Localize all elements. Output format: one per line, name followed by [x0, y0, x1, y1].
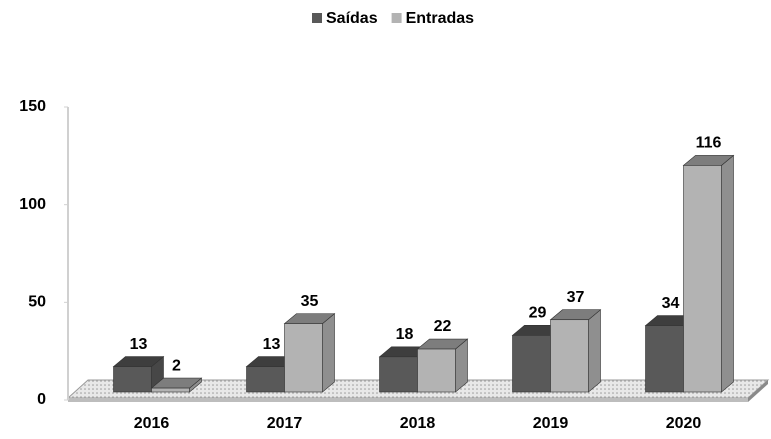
bar — [246, 366, 285, 393]
data-label: 13 — [130, 336, 148, 353]
bar — [151, 387, 190, 393]
bar — [512, 335, 551, 393]
y-tick-label: 50 — [28, 294, 46, 311]
bar-side — [721, 154, 734, 393]
legend-swatch — [391, 13, 402, 23]
bar-side — [588, 309, 601, 393]
data-label: 29 — [529, 305, 547, 322]
data-label: 37 — [567, 289, 585, 306]
y-tick-label: 150 — [19, 98, 46, 115]
legend-label: Entradas — [406, 10, 475, 27]
x-tick-label: 2018 — [400, 415, 436, 432]
data-label: 34 — [662, 295, 680, 312]
floor-edge — [68, 398, 748, 402]
x-tick-label: 2019 — [533, 415, 569, 432]
bar — [417, 348, 456, 393]
legend-label: Saídas — [326, 10, 378, 27]
x-tick-label: 2017 — [267, 415, 303, 432]
y-tick-label: 0 — [37, 391, 46, 408]
bar — [645, 325, 684, 393]
x-tick-label: 2020 — [666, 415, 702, 432]
bar — [379, 356, 418, 393]
floor-side — [748, 380, 768, 402]
bar — [284, 323, 323, 393]
data-label: 2 — [172, 357, 181, 374]
data-label: 18 — [396, 326, 414, 343]
data-label: 22 — [434, 318, 452, 335]
bar-side — [322, 312, 335, 393]
data-label: 116 — [696, 135, 722, 152]
x-tick-label: 2016 — [134, 415, 170, 432]
legend-swatch — [312, 13, 322, 23]
bar — [683, 165, 722, 393]
y-tick-label: 100 — [19, 196, 46, 213]
bar — [113, 366, 152, 393]
data-label: 13 — [263, 336, 281, 353]
data-label: 35 — [301, 293, 319, 310]
bar — [550, 319, 589, 393]
